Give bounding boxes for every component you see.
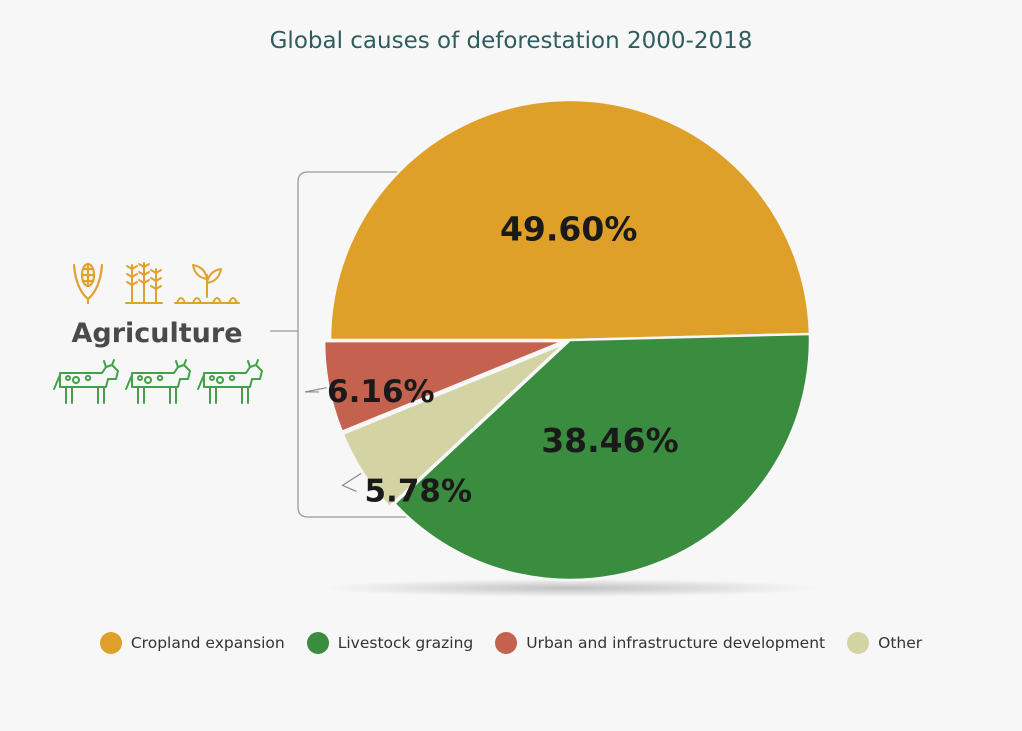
pie-slice-urban <box>322 339 565 434</box>
legend-label-urban: Urban and infrastructure development <box>526 634 826 652</box>
pie-slice-livestock <box>392 332 812 582</box>
slice-label-livestock: 38.46% <box>541 421 678 460</box>
leader-lines <box>304 387 362 492</box>
agriculture-label: Agriculture <box>71 318 242 349</box>
chart-legend: Cropland expansion Livestock grazing Urb… <box>0 632 1022 654</box>
cow-icon <box>197 359 263 404</box>
legend-label-other: Other <box>878 634 923 652</box>
pie-shadow <box>320 579 820 597</box>
slice-label-urban: 6.16% <box>327 374 435 410</box>
wheat-icon <box>125 262 163 304</box>
legend-item-urban: Urban and infrastructure development <box>495 632 825 654</box>
slice-label-other: 5.78% <box>364 473 472 509</box>
legend-swatch-livestock <box>306 632 329 654</box>
legend-item-cropland: Cropland expansion <box>99 632 285 654</box>
legend-item-other: Other <box>847 632 922 654</box>
leader-line-other <box>341 473 362 492</box>
cow-icon <box>125 359 191 404</box>
legend-swatch-cropland <box>99 632 122 654</box>
slice-label-cropland: 49.60% <box>500 209 637 248</box>
legend-item-livestock: Livestock grazing <box>306 632 474 654</box>
leader-line-urban <box>304 387 327 393</box>
legend-swatch-other <box>847 632 870 654</box>
pie-slice-other <box>341 342 566 509</box>
legend-label-livestock: Livestock grazing <box>337 634 474 652</box>
pie-slices <box>322 98 812 582</box>
corn-icon <box>72 262 104 305</box>
cow-icon <box>53 359 119 404</box>
legend-label-cropland: Cropland expansion <box>130 634 285 652</box>
sprout-icon <box>174 264 240 304</box>
legend-swatch-urban <box>495 632 518 654</box>
chart-title: Global causes of deforestation 2000-2018 <box>269 28 753 54</box>
slice-labels: 49.60% 38.46% 5.78% 6.16% <box>327 209 679 509</box>
pie-slice-cropland <box>328 98 812 342</box>
